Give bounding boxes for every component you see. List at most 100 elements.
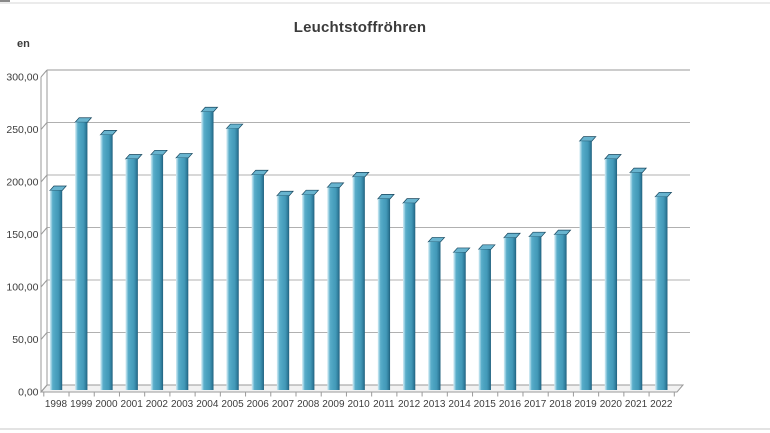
bar-2015 [477, 244, 496, 390]
bar-2017 [528, 231, 547, 390]
x-axis-label-2012: 2012 [398, 399, 421, 410]
bar-top-face-2001 [124, 154, 143, 160]
gridline-side-tick-250 [40, 122, 48, 130]
x-axis-label-2003: 2003 [171, 399, 194, 410]
gridline-side-tick-50 [40, 332, 48, 340]
y-axis-label-150: 150,00 [6, 229, 38, 241]
bar-front-face-2000 [100, 134, 113, 390]
bar-front-face-2009 [327, 187, 340, 390]
bar-top-face-2021 [629, 167, 648, 173]
bar-2019 [578, 136, 597, 390]
bar-top-face-2014 [452, 247, 471, 253]
bar-front-face-2018 [554, 234, 567, 390]
y-axis-label-0: 0,00 [18, 387, 39, 399]
bar-2004 [200, 106, 219, 390]
bar-front-face-2022 [655, 196, 668, 390]
bar-top-face-2022 [654, 191, 673, 198]
bar-1998 [49, 185, 67, 390]
x-axis-label-2016: 2016 [499, 399, 522, 410]
gridline-side-tick-300 [40, 69, 48, 78]
bar-2007 [276, 190, 294, 390]
x-axis-label-2014: 2014 [448, 399, 471, 410]
gridline-side-tick-150 [40, 227, 48, 235]
x-axis-label-2018: 2018 [549, 399, 572, 410]
bar-2006 [250, 169, 269, 390]
bar-top-face-2000 [99, 130, 118, 136]
bar-front-face-1998 [49, 190, 63, 390]
bar-1999 [74, 117, 93, 390]
bar-top-face-2019 [578, 136, 597, 142]
y-axis-label-100: 100,00 [6, 282, 38, 294]
bar-front-face-2002 [150, 154, 164, 390]
x-axis-label-2006: 2006 [247, 399, 270, 410]
chart-title: Leuchtstoffröhren [293, 19, 427, 36]
y-axis-label-250: 250,00 [6, 124, 38, 136]
bar-top-face-2003 [175, 153, 194, 159]
x-axis-label-2019: 2019 [574, 399, 597, 410]
bar-top-face-2013 [427, 237, 446, 243]
bar-top-face-2005 [225, 123, 244, 129]
bar-front-face-2014 [453, 252, 466, 390]
x-axis-label-2013: 2013 [423, 399, 446, 410]
x-axis-label-2022: 2022 [650, 399, 673, 410]
bar-front-face-2003 [176, 157, 189, 390]
bar-2009 [326, 182, 345, 390]
y-axis-title-fragment: en [17, 38, 30, 50]
x-axis-label-2009: 2009 [322, 399, 345, 410]
bar-2008 [301, 189, 320, 390]
y-axis-label-50: 50,00 [12, 334, 38, 346]
x-axis-label-2011: 2011 [373, 399, 395, 410]
x-axis-label-2007: 2007 [272, 399, 295, 410]
x-axis-label-2010: 2010 [348, 399, 371, 410]
x-axis-label-2001: 2001 [121, 399, 144, 410]
x-axis-label-2017: 2017 [524, 399, 547, 410]
bar-front-face-2001 [125, 159, 138, 390]
bar-front-face-2010 [352, 176, 365, 390]
x-axis-label-2021: 2021 [625, 399, 648, 410]
bar-front-face-2019 [579, 141, 592, 390]
x-axis-label-1998: 1998 [45, 399, 68, 410]
x-axis-label-2002: 2002 [146, 399, 169, 410]
bar-2020 [603, 154, 622, 390]
gridline-side-tick-100 [40, 279, 48, 288]
bar-2013 [427, 237, 446, 390]
bar-2003 [175, 153, 194, 390]
bar-2022 [654, 191, 673, 390]
bar-front-face-2007 [276, 195, 290, 390]
bar-top-face-2011 [376, 194, 395, 200]
bar-front-face-1999 [75, 122, 88, 390]
bar-top-face-2008 [301, 189, 320, 196]
bar-top-face-2020 [603, 154, 622, 160]
bar-top-face-1998 [49, 185, 67, 191]
bar-front-face-2016 [503, 237, 517, 390]
bar-2001 [124, 154, 143, 390]
bar-top-face-2018 [553, 229, 572, 235]
bar-top-face-2007 [276, 190, 294, 197]
y-axis-label-300: 300,00 [6, 72, 38, 84]
bar-2000 [99, 130, 118, 390]
bar-front-face-2006 [251, 174, 264, 390]
bar-front-face-2020 [604, 159, 618, 390]
bar-top-face-2006 [250, 169, 269, 176]
x-axis-label-2005: 2005 [221, 399, 244, 410]
bar-front-face-2008 [302, 194, 315, 390]
bar-top-face-2017 [528, 231, 547, 238]
x-axis-label-1999: 1999 [70, 399, 93, 410]
bar-top-face-2002 [150, 149, 168, 156]
bar-top-face-2012 [402, 198, 421, 204]
bar-front-face-2017 [529, 236, 542, 390]
gridline-side-tick-0 [40, 384, 48, 393]
bar-front-face-2011 [377, 198, 391, 390]
bar-top-face-2009 [326, 182, 345, 188]
bar-front-face-2004 [201, 111, 214, 390]
bar-2014 [452, 247, 471, 390]
bar-front-face-2021 [629, 172, 643, 390]
bar-2002 [150, 149, 168, 390]
bar-2011 [376, 194, 395, 390]
bar-2005 [225, 123, 244, 391]
bar-front-face-2015 [478, 249, 491, 390]
bar-top-face-2016 [503, 232, 521, 239]
x-axis-label-2004: 2004 [196, 399, 219, 410]
